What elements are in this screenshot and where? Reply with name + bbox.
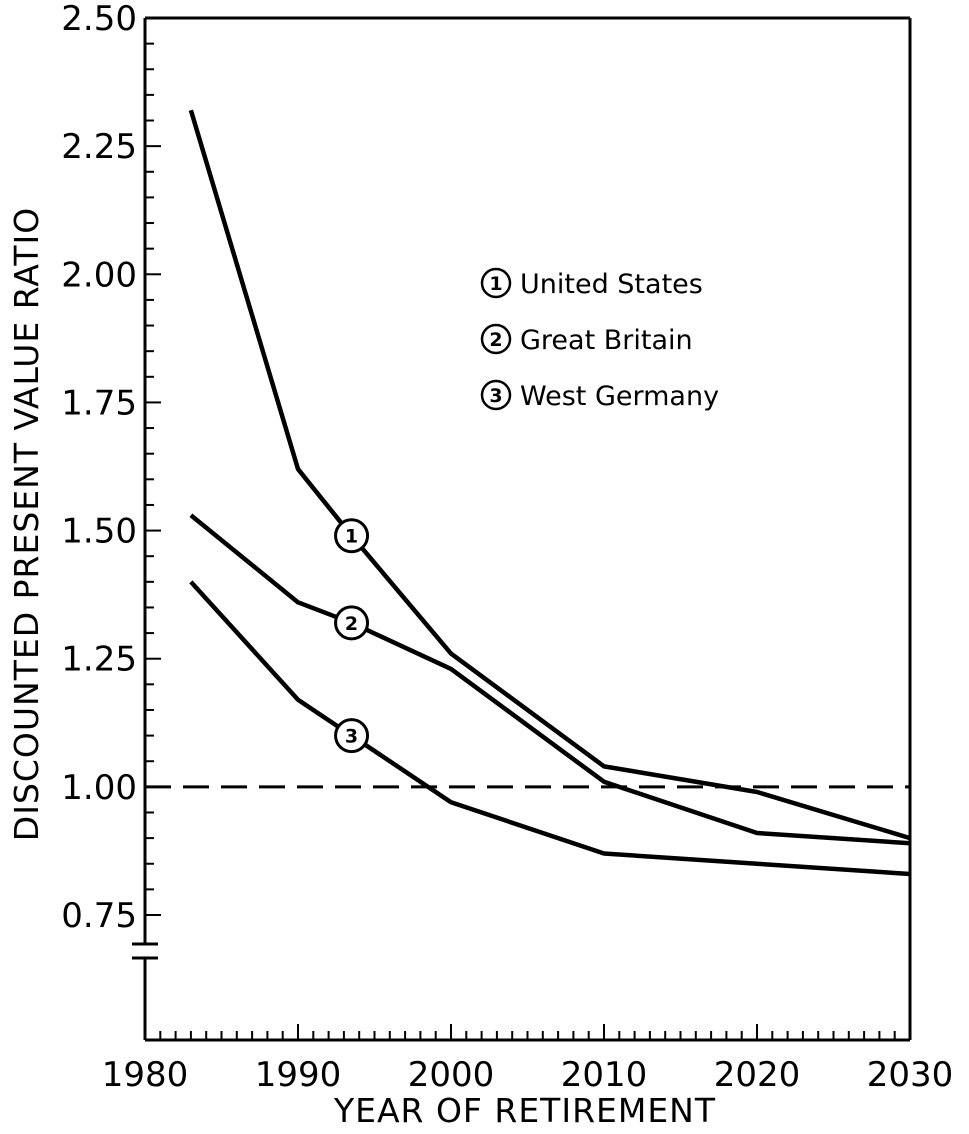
legend-marker-number: 3: [489, 385, 502, 407]
x-tick-label: 1980: [102, 1055, 189, 1095]
legend-marker-number: 1: [489, 273, 502, 295]
y-tick-label: 1.75: [61, 383, 137, 423]
y-axis-title: DISCOUNTED PRESENT VALUE RATIO: [7, 207, 46, 841]
series-marker-1: 1: [334, 518, 370, 554]
legend: 1 United States 2 Great Britain 3 West German…: [480, 267, 719, 412]
legend-entry: 3 West Germany: [480, 379, 719, 412]
legend-marker-circle: [480, 379, 512, 411]
marker-circle: [334, 518, 370, 554]
series-line-1: [188, 109, 911, 841]
y-tick-label: 1.00: [61, 768, 137, 808]
legend-entry: 1 United States: [480, 267, 703, 300]
legend-marker-circle: [480, 323, 512, 355]
legend-label: West Germany: [520, 381, 719, 412]
x-tick-label: 2010: [561, 1055, 648, 1095]
marker-number: 1: [345, 526, 358, 548]
y-tick-label: 2.50: [61, 0, 137, 39]
marker-circle: [334, 718, 370, 754]
y-tick-label: 1.25: [61, 640, 137, 680]
series-line-2: [189, 513, 911, 846]
marker-circle: [334, 605, 370, 641]
marker-number: 3: [345, 726, 358, 748]
series-line-3: [189, 580, 911, 877]
x-axis-title: YEAR OF RETIREMENT: [333, 1091, 716, 1130]
series-lines: 1 2 3: [145, 109, 911, 877]
series-marker-3: 3: [334, 718, 370, 754]
y-tick-label: 0.75: [61, 896, 137, 936]
y-tick-label: 2.00: [61, 255, 137, 295]
legend-label: United States: [520, 269, 703, 300]
axis-ticks: [132, 16, 912, 1042]
tick-labels: 0.75 1.00 1.25 1.50 1.75 2.00 2.25 2.50 1980 1990…: [61, 0, 953, 1095]
legend-marker-number: 2: [489, 329, 502, 351]
marker-number: 2: [345, 613, 358, 635]
x-tick-label: 2030: [867, 1055, 954, 1095]
x-tick-label: 2020: [714, 1055, 801, 1095]
series-marker-2: 2: [334, 605, 370, 641]
x-tick-label: 1990: [255, 1055, 342, 1095]
legend-entry: 2 Great Britain: [480, 323, 693, 356]
x-tick-label: 2000: [408, 1055, 495, 1095]
y-tick-label: 2.25: [61, 127, 137, 167]
legend-marker-circle: [480, 267, 512, 299]
y-tick-label: 1.50: [61, 512, 137, 552]
legend-label: Great Britain: [520, 325, 693, 356]
